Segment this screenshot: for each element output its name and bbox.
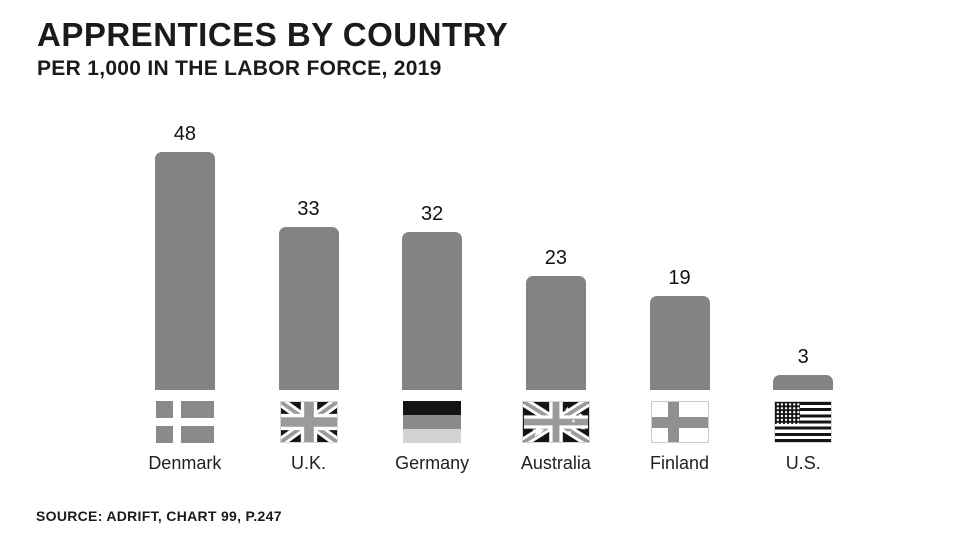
bar-uk: [278, 227, 339, 390]
source-note: SOURCE: ADRIFT, CHART 99, P.247: [36, 508, 282, 524]
chart-title: APPRENTICES BY COUNTRY: [37, 16, 509, 53]
bar-group-us: 3 U.S.: [741, 122, 865, 474]
chart-header: APPRENTICES BY COUNTRY PER 1,000 IN THE …: [37, 16, 509, 81]
us-flag-icon: [774, 401, 833, 443]
bar-group-australia: 23 Australia: [494, 122, 618, 474]
bar-germany: [402, 232, 463, 390]
bar-group-finland: 19 Finland: [618, 122, 742, 474]
finland-flag-icon: [650, 401, 709, 443]
bar-australia: [525, 276, 586, 390]
bar-us: [773, 375, 834, 390]
bar-denmark: [154, 152, 215, 390]
denmark-flag-icon: [155, 401, 214, 443]
category-label-finland: Finland: [650, 453, 710, 473]
flag-cross-horizontal: [155, 418, 214, 426]
chart-subtitle: PER 1,000 IN THE LABOR FORCE, 2019: [37, 56, 442, 80]
category-label-germany: Germany: [395, 453, 470, 473]
category-label-australia: Australia: [520, 453, 591, 473]
bar-group-uk: 33 U.K.: [247, 122, 371, 474]
bar-value-label: 19: [668, 267, 691, 289]
bar-value-label: 3: [797, 346, 809, 368]
bar-finland: [649, 296, 710, 390]
category-label-uk: U.K.: [291, 453, 327, 473]
us-flag-canton-stars: [775, 402, 801, 424]
category-label-us: U.S.: [785, 453, 821, 473]
germany-flag-icon: [403, 401, 462, 443]
bar-group-denmark: 48 Denmark: [123, 122, 247, 474]
flag-cross-horizontal: [651, 417, 708, 428]
bar-value-label: 48: [173, 123, 196, 145]
bar-value-label: 33: [297, 198, 320, 220]
uk-flag-icon: [279, 401, 338, 443]
bar-chart: 48 Denmark 33 U.K. 32 Germany 23: [123, 122, 865, 474]
bar-value-label: 23: [544, 247, 567, 269]
category-label-denmark: Denmark: [148, 453, 222, 473]
bar-value-label: 32: [421, 203, 444, 225]
australia-flag-icon: [521, 401, 590, 443]
bar-group-germany: 32 Germany: [370, 122, 494, 474]
